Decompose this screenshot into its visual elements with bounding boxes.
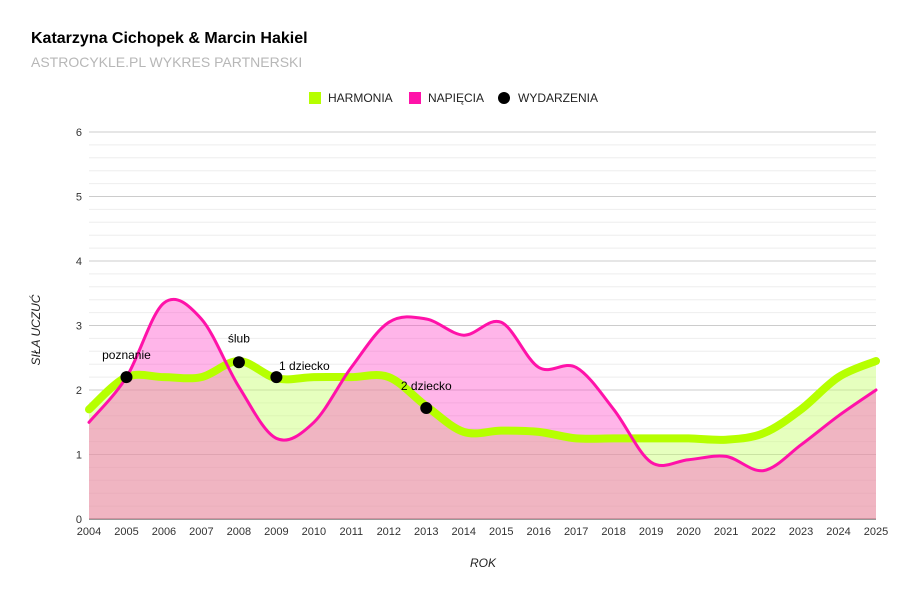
- y-tick-label: 0: [76, 514, 82, 526]
- series-lines: [85, 297, 880, 473]
- event-marker[interactable]: [420, 402, 433, 415]
- x-tick-label: 2016: [526, 526, 550, 538]
- event-label: poznanie: [102, 348, 151, 362]
- legend-wydarzenia-marker[interactable]: [498, 92, 510, 104]
- event-label: 1 dziecko: [279, 359, 330, 373]
- y-tick-label: 2: [76, 385, 82, 397]
- x-tick-label: 2011: [340, 526, 364, 538]
- y-tick-label: 1: [76, 450, 82, 462]
- x-tick-label: 2023: [789, 526, 813, 538]
- legend: HARMONIA NAPIĘCIA WYDARZENIA: [309, 91, 598, 105]
- x-tick-label: 2024: [826, 526, 850, 538]
- y-axis-title: SIŁA UCZUĆ: [28, 294, 43, 365]
- event-marker[interactable]: [270, 371, 283, 384]
- series-areas: [89, 299, 876, 519]
- x-tick-label: 2012: [377, 526, 401, 538]
- x-tick-label: 2025: [864, 526, 888, 538]
- legend-harmonia-label[interactable]: HARMONIA: [328, 91, 393, 105]
- event-marker[interactable]: [120, 371, 133, 384]
- x-tick-label: 2013: [414, 526, 438, 538]
- axes: 0 1 2 3 4 5 6 2004 2005 2006 2007 2008 2009 2010 2011 2…: [76, 127, 888, 538]
- legend-napiecia-label[interactable]: NAPIĘCIA: [428, 91, 484, 105]
- x-tick-label: 2022: [751, 526, 775, 538]
- chart-title: Katarzyna Cichopek & Marcin Hakiel: [31, 30, 308, 47]
- x-tick-label: 2014: [452, 526, 476, 538]
- x-tick-label: 2019: [639, 526, 663, 538]
- legend-wydarzenia-label[interactable]: WYDARZENIA: [518, 91, 598, 105]
- x-tick-label: 2005: [114, 526, 138, 538]
- legend-harmonia-swatch[interactable]: [309, 92, 321, 104]
- y-tick-label: 6: [76, 127, 82, 139]
- x-tick-label: 2010: [302, 526, 326, 538]
- event-label: ślub: [228, 331, 250, 345]
- x-tick-label: 2006: [152, 526, 176, 538]
- x-tick-label: 2008: [227, 526, 251, 538]
- area-napicia: [89, 299, 876, 519]
- legend-napiecia-swatch[interactable]: [409, 92, 421, 104]
- x-tick-label: 2018: [601, 526, 625, 538]
- event-markers: poznanie ślub 1 dziecko 2 dziecko: [102, 331, 452, 415]
- series-line-harmonia[interactable]: [85, 356, 880, 444]
- x-tick-label: 2007: [189, 526, 213, 538]
- x-tick-label: 2017: [564, 526, 588, 538]
- x-tick-label: 2015: [489, 526, 513, 538]
- x-axis-title: ROK: [470, 556, 497, 570]
- y-tick-label: 4: [76, 256, 82, 268]
- area-harmonia: [89, 360, 876, 519]
- event-marker[interactable]: [232, 356, 245, 369]
- y-tick-label: 3: [76, 321, 82, 333]
- x-tick-label: 2020: [676, 526, 700, 538]
- x-tick-label: 2004: [77, 526, 101, 538]
- series-line-napicia[interactable]: [87, 297, 878, 473]
- event-label: 2 dziecko: [401, 379, 452, 393]
- y-tick-label: 5: [76, 192, 82, 204]
- x-tick-label: 2021: [714, 526, 738, 538]
- x-tick-label: 2009: [264, 526, 288, 538]
- chart-subtitle: ASTROCYKLE.PL WYKRES PARTNERSKI: [31, 54, 303, 70]
